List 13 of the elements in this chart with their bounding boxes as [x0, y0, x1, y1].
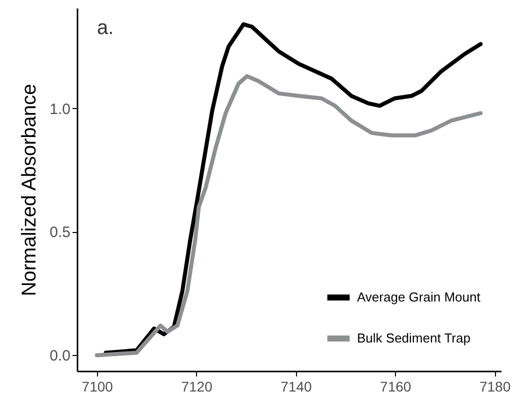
line-series — [94, 74, 483, 358]
y-tick-label: 0.0 — [50, 348, 70, 365]
y-tick-label: 1.0 — [50, 100, 70, 118]
y-axis-title: Normalized Absorbance — [18, 84, 41, 296]
legend-label: Bulk Sediment Trap — [357, 330, 470, 346]
y-tick-label: 0.5 — [50, 224, 70, 242]
x-tick-label: 7100 — [82, 378, 114, 394]
annotation: a. — [97, 17, 114, 39]
x-tick-label: 7140 — [280, 378, 312, 394]
x-tick-label: 7180 — [479, 378, 511, 394]
x-tick-label: 7160 — [380, 378, 412, 394]
legend-label: Average Grain Mount — [357, 290, 481, 304]
x-tick-label: 7120 — [181, 378, 213, 394]
